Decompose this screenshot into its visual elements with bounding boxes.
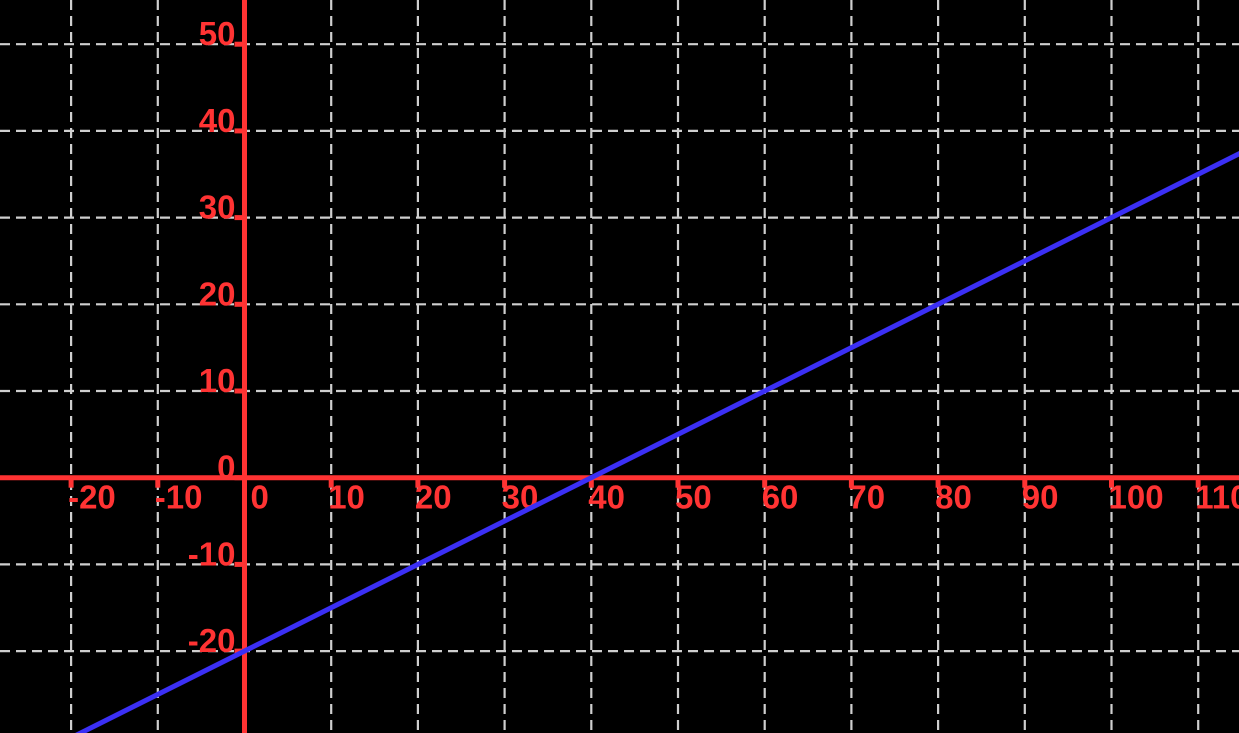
svg-text:0: 0 [217,449,235,486]
svg-text:50: 50 [199,15,236,52]
svg-text:-20: -20 [68,479,116,516]
svg-text:70: 70 [848,479,885,516]
svg-text:40: 40 [199,102,236,139]
svg-text:100: 100 [1109,479,1164,516]
svg-text:60: 60 [762,479,799,516]
svg-text:-10: -10 [155,479,203,516]
svg-text:-20: -20 [188,622,236,659]
svg-text:110: 110 [1195,479,1239,516]
svg-text:-10: -10 [188,535,236,572]
svg-text:0: 0 [251,479,269,516]
svg-text:20: 20 [199,275,236,312]
svg-text:80: 80 [935,479,972,516]
svg-text:30: 30 [199,189,236,226]
svg-text:50: 50 [675,479,712,516]
svg-text:30: 30 [502,479,539,516]
svg-text:40: 40 [588,479,625,516]
svg-text:10: 10 [199,362,236,399]
svg-text:20: 20 [415,479,452,516]
svg-text:90: 90 [1022,479,1059,516]
svg-text:10: 10 [328,479,365,516]
